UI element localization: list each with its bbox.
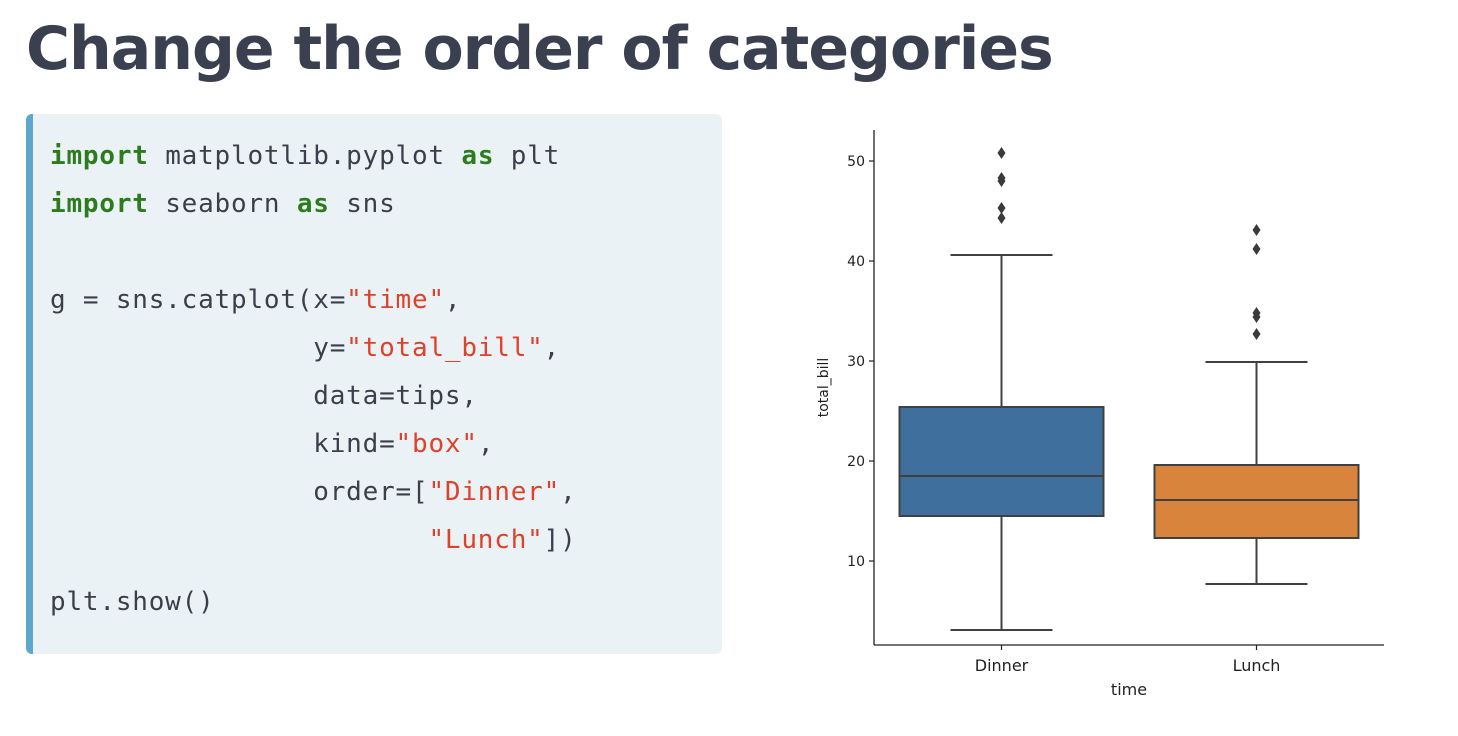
outlier-point <box>997 202 1006 214</box>
y-tick-label: 20 <box>847 454 865 470</box>
code-string: "Lunch" <box>428 525 544 555</box>
code-keyword: import <box>50 189 149 219</box>
code-line: y="total_bill", <box>50 332 560 364</box>
outlier-point <box>997 212 1006 224</box>
code-token: plt <box>494 141 561 171</box>
code-string: "total_bill" <box>346 333 544 363</box>
y-tick-label: 30 <box>847 354 865 370</box>
code-line: order=["Dinner", <box>50 476 577 508</box>
outlier-point <box>1252 224 1261 236</box>
code-token: , <box>444 285 462 315</box>
code-keyword: as <box>296 189 330 219</box>
code-token: g = sns.catplot(x= <box>50 285 347 315</box>
code-token <box>50 525 428 555</box>
y-axis-label: total_bill <box>816 358 832 418</box>
code-line: data=tips, <box>50 380 478 412</box>
code-token: matplotlib.pyplot <box>148 141 462 171</box>
code-line: import matplotlib.pyplot as plt <box>50 140 560 172</box>
code-token: plt.show() <box>50 587 215 617</box>
code-token: ]) <box>543 525 577 555</box>
code-token: y= <box>50 333 347 363</box>
box-lunch <box>1153 464 1360 539</box>
code-token: order=[ <box>50 477 429 507</box>
y-tick-label: 10 <box>847 554 865 570</box>
code-string: "Dinner" <box>428 477 561 507</box>
code-string: "time" <box>346 285 445 315</box>
code-line: plt.show() <box>50 586 215 618</box>
code-line: kind="box", <box>50 428 494 460</box>
code-content: import matplotlib.pyplot as plt import se… <box>26 114 722 654</box>
code-string: "box" <box>395 429 478 459</box>
outlier-point <box>997 147 1006 159</box>
box-dinner <box>898 406 1105 517</box>
y-tick-label: 40 <box>847 254 865 270</box>
code-token: seaborn <box>148 189 297 219</box>
slide-title: Change the order of categories <box>26 14 1054 84</box>
x-tick-label: Lunch <box>1233 656 1281 675</box>
code-token: kind= <box>50 429 396 459</box>
x-tick-label: Dinner <box>975 656 1029 675</box>
code-line: g = sns.catplot(x="time", <box>50 284 461 316</box>
outlier-point <box>1252 328 1261 340</box>
boxplot-chart: 10 20 30 40 50 Dinner Lunch time total_bill <box>816 130 1384 699</box>
code-block: import matplotlib.pyplot as plt import se… <box>26 114 722 654</box>
code-token: , <box>560 477 577 507</box>
outlier-point <box>997 172 1006 184</box>
outlier-point <box>1252 307 1261 319</box>
code-line: "Lunch"]) <box>50 524 577 556</box>
outlier-point <box>1252 243 1261 255</box>
code-line: import seaborn as sns <box>50 188 396 220</box>
code-keyword: import <box>50 141 149 171</box>
code-token: sns <box>329 189 396 219</box>
code-token: , <box>477 429 495 459</box>
y-tick-label: 50 <box>847 154 865 170</box>
code-accent-bar <box>26 114 33 654</box>
x-axis-label: time <box>1111 680 1147 699</box>
code-token: , <box>543 333 561 363</box>
code-keyword: as <box>461 141 495 171</box>
code-token: data=tips, <box>50 381 478 411</box>
